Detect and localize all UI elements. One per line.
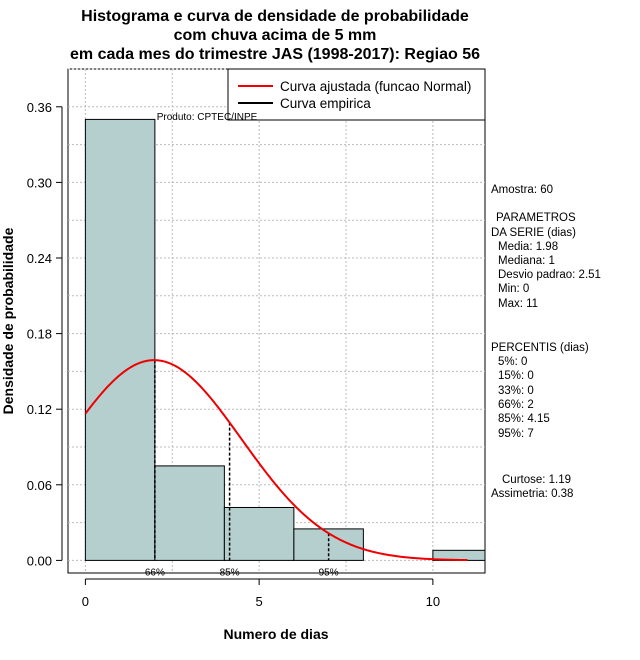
stat-stddev: Desvio padrao: 2.51 — [498, 269, 601, 281]
stat-curtose: Curtose: 1.19 — [502, 474, 571, 486]
legend-label-empirical: Curva empirica — [280, 96, 371, 111]
stat-p85: 85%: 4.15 — [498, 413, 550, 425]
percentile-markers: 66% 85% 95% — [145, 360, 339, 578]
stat-p95: 95%: 7 — [498, 428, 534, 440]
histogram-bar — [154, 465, 225, 561]
y-tick-label: 0.36 — [27, 100, 52, 115]
y-tick-label: 0.06 — [27, 478, 52, 493]
percentile-label: 95% — [319, 567, 339, 578]
stat-p15: 15%: 0 — [498, 370, 534, 382]
histogram-bar — [223, 506, 295, 561]
stat-min: Min: 0 — [498, 283, 529, 295]
x-tick-label: 0 — [82, 594, 89, 609]
chart-title-line-1: Histograma e curva de densidade de proba… — [81, 8, 469, 25]
stat-params-header-2: DA SERIE (dias) — [491, 227, 576, 239]
percentile-label: 66% — [145, 567, 165, 578]
y-tick-label: 0.24 — [27, 251, 52, 266]
x-axis-title: Numero de dias — [223, 626, 328, 642]
stat-p33: 33%: 0 — [498, 385, 534, 397]
fitted-curve-group — [84, 359, 468, 562]
y-tick-label: 0.18 — [27, 327, 52, 342]
x-tick-label: 10 — [426, 594, 440, 609]
stat-p5: 5%: 0 — [498, 356, 527, 368]
histogram-bar — [84, 118, 156, 561]
x-tick-label: 5 — [256, 594, 263, 609]
stat-mean: Media: 1.98 — [498, 241, 558, 253]
y-tick-label: 0.30 — [27, 175, 52, 190]
chart-title-line-3: em cada mes do trimestre JAS (1998-2017)… — [70, 46, 480, 63]
stat-assimetria: Assimetria: 0.38 — [491, 488, 573, 500]
stat-p66: 66%: 2 — [498, 399, 534, 411]
fitted-curve — [84, 359, 468, 562]
source-label: Produto: CPTEC/INPE — [157, 112, 258, 123]
stat-params-header-1: PARAMETROS — [496, 212, 576, 224]
chart-title-line-2: com chuva acima de 5 mm — [174, 27, 377, 44]
percentile-label: 85% — [220, 567, 240, 578]
stat-percentis-header: PERCENTIS (dias) — [491, 342, 589, 354]
y-axis-title: Densidade de probabilidade — [0, 227, 16, 414]
x-axis: 0 5 10 — [82, 578, 440, 609]
stat-median: Mediana: 1 — [498, 255, 555, 267]
stat-sample: Amostra: 60 — [491, 184, 553, 196]
legend: Curva ajustada (funcao Normal) Curva emp… — [227, 68, 486, 121]
legend-label-fitted: Curva ajustada (funcao Normal) — [280, 79, 471, 94]
stat-max: Max: 11 — [498, 298, 538, 310]
y-axis: 0.00 0.06 0.12 0.18 0.24 0.30 0.36 — [27, 100, 63, 568]
y-tick-label: 0.00 — [27, 553, 52, 568]
legend-box — [227, 68, 486, 121]
statistics-panel: Amostra: 60 PARAMETROS DA SERIE (dias) M… — [491, 184, 601, 500]
y-tick-label: 0.12 — [27, 402, 52, 417]
